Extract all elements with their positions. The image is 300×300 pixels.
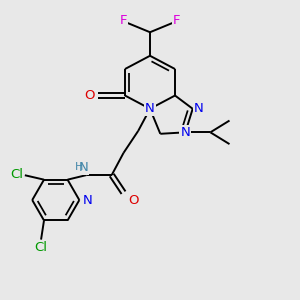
Text: O: O bbox=[84, 89, 95, 102]
Text: N: N bbox=[83, 194, 93, 207]
Text: O: O bbox=[128, 194, 138, 207]
Text: Cl: Cl bbox=[11, 168, 23, 181]
Text: N: N bbox=[78, 160, 88, 174]
Text: F: F bbox=[173, 14, 180, 27]
Text: F: F bbox=[120, 14, 127, 27]
Text: Cl: Cl bbox=[34, 241, 48, 254]
Text: H: H bbox=[75, 162, 83, 172]
Text: N: N bbox=[194, 102, 204, 115]
Text: N: N bbox=[145, 102, 155, 115]
Text: N: N bbox=[181, 126, 190, 139]
